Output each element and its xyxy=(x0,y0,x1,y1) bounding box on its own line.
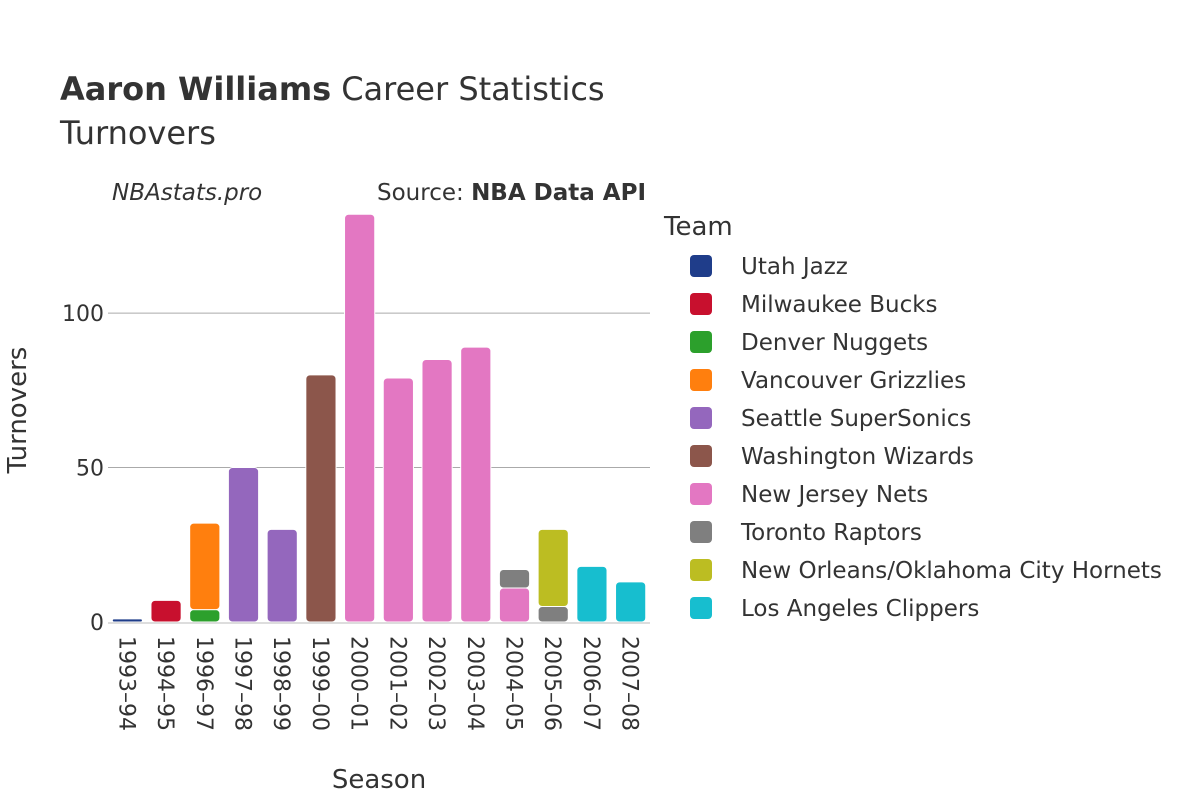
bar-segment xyxy=(537,528,569,608)
bar-segment xyxy=(576,565,608,623)
bar-segment xyxy=(460,346,492,623)
legend-swatch xyxy=(690,559,712,581)
legend-label: Denver Nuggets xyxy=(741,330,928,356)
legend-item[interactable]: Denver Nuggets xyxy=(690,330,928,356)
x-tick-label: 2003–04 xyxy=(462,636,487,731)
y-tick-label: 0 xyxy=(90,611,104,636)
brand-label: NBAstats.pro xyxy=(112,180,262,206)
bars xyxy=(111,213,647,623)
legend-swatch xyxy=(690,521,712,543)
x-tick-label: 2006–07 xyxy=(578,636,603,731)
x-tick-label: 1999–00 xyxy=(307,636,332,731)
legend-title: Team xyxy=(663,212,733,242)
bar-segment xyxy=(111,618,143,623)
legend-swatch xyxy=(690,407,712,429)
bar-segment xyxy=(382,377,414,623)
x-tick-label: 2005–06 xyxy=(539,636,564,731)
bar-segment xyxy=(189,609,221,623)
y-tick-label: 100 xyxy=(62,302,104,327)
source-prefix: Source: xyxy=(377,180,471,206)
bar-segment xyxy=(615,581,647,623)
x-tick-label: 1994–95 xyxy=(152,636,177,731)
legend-swatch xyxy=(690,293,712,315)
gridlines xyxy=(108,312,650,469)
x-tick-label: 1997–98 xyxy=(230,636,255,731)
bar-segment xyxy=(305,374,337,623)
x-tick-label: 2001–02 xyxy=(384,636,409,731)
legend-item[interactable]: Seattle SuperSonics xyxy=(690,406,971,432)
bar-segment xyxy=(150,599,182,623)
bar-segment xyxy=(227,467,260,623)
legend-item[interactable]: Milwaukee Bucks xyxy=(690,292,938,318)
bar-segment xyxy=(537,606,569,623)
x-tick-label: 1993–94 xyxy=(113,636,138,731)
source-label: Source: NBA Data API xyxy=(377,180,646,206)
legend-swatch xyxy=(690,483,712,505)
legend-label: Toronto Raptors xyxy=(740,520,922,546)
x-tick-label: 2002–03 xyxy=(423,636,448,731)
legend-item[interactable]: New Jersey Nets xyxy=(690,482,928,508)
legend-label: New Jersey Nets xyxy=(741,482,928,508)
bar-segment xyxy=(498,568,531,589)
chart-title: Aaron Williams Career Statistics xyxy=(60,70,605,108)
bar-segment xyxy=(498,587,531,623)
legend-label: Milwaukee Bucks xyxy=(741,292,938,318)
x-axis-title: Season xyxy=(332,765,426,795)
x-tick-label: 2007–08 xyxy=(617,636,642,731)
x-tick-label: 1998–99 xyxy=(268,636,293,731)
x-tick-label: 2004–05 xyxy=(501,636,526,731)
legend-swatch xyxy=(690,331,712,353)
x-tick-label: 2000–01 xyxy=(346,636,371,731)
bar-segment xyxy=(344,213,376,623)
legend-swatch xyxy=(690,369,712,391)
bar-segment xyxy=(189,522,221,611)
y-tick-label: 50 xyxy=(76,457,104,482)
y-axis-title: Turnovers xyxy=(3,347,33,475)
legend-label: Utah Jazz xyxy=(741,254,848,280)
legend-item[interactable]: Toronto Raptors xyxy=(690,520,922,546)
bar-segment xyxy=(421,358,453,623)
legend: Utah Jazz Milwaukee Bucks Denver Nuggets Va… xyxy=(690,254,1162,622)
legend-swatch xyxy=(690,255,712,277)
y-axis-ticks: 0 50 100 xyxy=(62,302,104,636)
legend-swatch xyxy=(690,445,712,467)
source-name: NBA Data API xyxy=(471,180,646,206)
chart-subtitle: Turnovers xyxy=(59,114,216,152)
x-axis-ticks: 1993–94 1994–95 1996–97 1997–98 1998–99 1999–… xyxy=(113,636,641,731)
legend-label: New Orleans/Oklahoma City Hornets xyxy=(741,558,1162,584)
legend-item[interactable]: Los Angeles Clippers xyxy=(690,596,979,622)
legend-label: Seattle SuperSonics xyxy=(741,406,971,432)
title-player: Aaron Williams xyxy=(60,70,331,108)
legend-item[interactable]: Washington Wizards xyxy=(690,444,974,470)
title-rest: Career Statistics xyxy=(341,70,604,108)
legend-label: Los Angeles Clippers xyxy=(741,596,979,622)
legend-swatch xyxy=(690,597,712,619)
legend-label: Vancouver Grizzlies xyxy=(741,368,966,394)
legend-item[interactable]: Utah Jazz xyxy=(690,254,848,280)
bar-segment xyxy=(266,528,298,623)
legend-label: Washington Wizards xyxy=(741,444,974,470)
legend-item[interactable]: New Orleans/Oklahoma City Hornets xyxy=(690,558,1162,584)
x-tick-label: 1996–97 xyxy=(191,636,216,731)
legend-item[interactable]: Vancouver Grizzlies xyxy=(690,368,966,394)
